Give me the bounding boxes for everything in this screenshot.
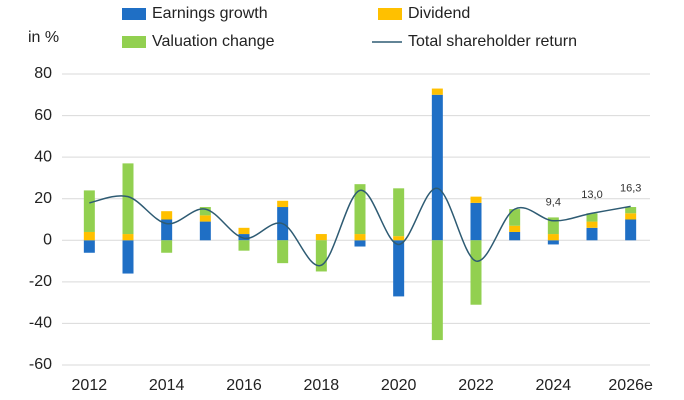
bar (238, 240, 250, 251)
bar (199, 221, 211, 241)
bar (470, 240, 482, 305)
x-tick-label: 2012 (72, 377, 108, 394)
bar (393, 188, 405, 237)
legend-label: Valuation change (152, 33, 275, 50)
bar (586, 227, 598, 241)
bar (431, 94, 443, 241)
bar (586, 213, 598, 222)
x-tick-label: 2020 (381, 377, 417, 394)
y-tick-label: 80 (34, 65, 52, 82)
bar (238, 234, 250, 241)
bar (83, 190, 95, 232)
bar (354, 240, 366, 247)
x-tick-label: 2016 (226, 377, 262, 394)
bar (509, 231, 521, 241)
x-tick-label: 2022 (458, 377, 494, 394)
y-tick-label: -20 (29, 273, 52, 290)
bar (393, 240, 405, 297)
legend-swatch (122, 36, 146, 48)
bar (625, 207, 637, 214)
bar (315, 240, 327, 272)
bar (83, 231, 95, 241)
bar (199, 215, 211, 222)
bar (199, 207, 211, 216)
bar (431, 240, 443, 341)
bar (161, 211, 173, 220)
y-tick-label: 20 (34, 190, 52, 207)
bar (586, 221, 598, 228)
bar (161, 240, 173, 253)
bar (315, 234, 327, 241)
y-tick-label: 60 (34, 107, 52, 124)
bar (509, 225, 521, 232)
legend-label: Dividend (408, 5, 470, 22)
bar (547, 240, 559, 245)
legend-swatch (378, 8, 402, 20)
bar (547, 217, 559, 235)
data-label: 9,4 (546, 197, 561, 209)
x-tick-label: 2014 (149, 377, 185, 394)
x-tick-label: 2026e (608, 377, 653, 394)
bar (354, 184, 366, 235)
bar (625, 219, 637, 241)
bar (470, 202, 482, 241)
bar (393, 236, 405, 241)
legend-label: Total shareholder return (408, 33, 577, 50)
bar (354, 234, 366, 241)
bar (625, 213, 637, 220)
y-tick-label: 0 (43, 232, 52, 249)
bar (509, 209, 521, 226)
x-tick-label: 2018 (304, 377, 340, 394)
bar (122, 234, 134, 241)
y-tick-label: 40 (34, 148, 52, 165)
line (89, 187, 631, 267)
y-tick-label: -40 (29, 315, 52, 332)
legend-swatch (122, 8, 146, 20)
bar (277, 200, 289, 208)
bar (547, 234, 559, 241)
x-tick-label: 2024 (536, 377, 572, 394)
bar (470, 196, 482, 203)
y-tick-label: -60 (29, 356, 52, 373)
bar (122, 163, 134, 235)
bar (83, 240, 95, 253)
legend-label: Earnings growth (152, 5, 268, 22)
bar (431, 88, 443, 95)
bar (277, 240, 289, 264)
bar (238, 227, 250, 235)
y-axis-label: in % (28, 29, 59, 46)
data-label: 16,3 (620, 182, 641, 194)
bar (161, 219, 173, 241)
bar (122, 240, 134, 274)
data-label: 13,0 (581, 189, 602, 201)
